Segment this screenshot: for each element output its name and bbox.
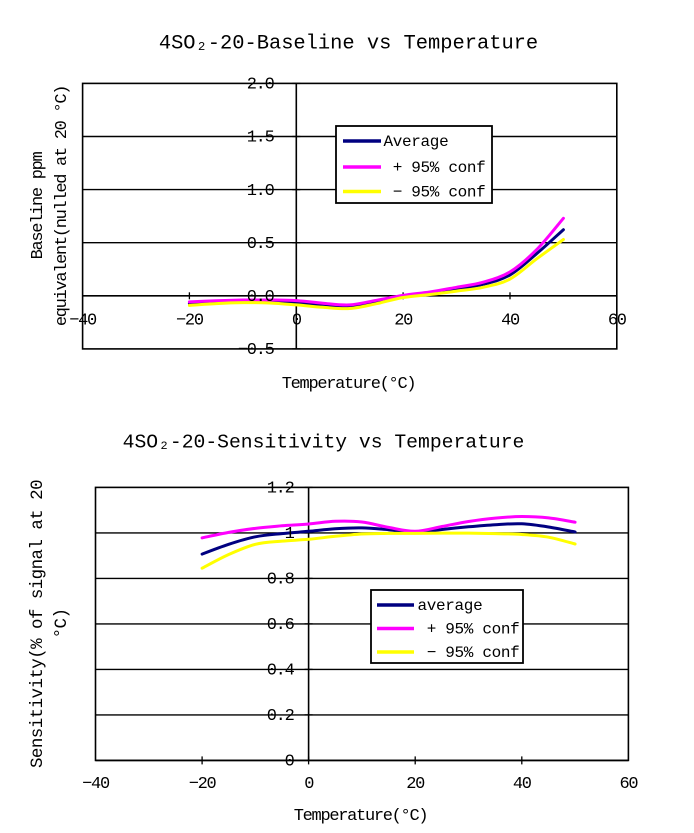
svg-text:−40: −40: [69, 312, 97, 331]
svg-text:Temperature(°C): Temperature(°C): [294, 807, 428, 826]
svg-text:0.4: 0.4: [267, 662, 295, 681]
svg-text:60: 60: [619, 775, 638, 794]
svg-text:+ 95% conf: + 95% conf: [418, 621, 520, 639]
svg-text:Temperature(°C): Temperature(°C): [282, 375, 416, 394]
svg-text:0: 0: [285, 753, 295, 772]
svg-text:2.0: 2.0: [247, 76, 275, 95]
svg-text:+ 95% conf: + 95% conf: [384, 159, 486, 177]
svg-text:1.2: 1.2: [267, 480, 294, 499]
svg-text:0.6: 0.6: [267, 616, 295, 635]
svg-text:0.8: 0.8: [267, 571, 295, 590]
svg-text:− 95% conf: − 95% conf: [418, 644, 520, 662]
svg-text:− 95% conf: − 95% conf: [384, 184, 486, 202]
svg-text:1.5: 1.5: [247, 129, 275, 148]
svg-text:−0.5: −0.5: [238, 341, 275, 360]
svg-text:0: 0: [292, 312, 302, 331]
svg-text:0.2: 0.2: [267, 707, 294, 726]
svg-text:1: 1: [285, 525, 295, 544]
svg-text:4SO₂-20-Baseline vs Temperatur: 4SO₂-20-Baseline vs Temperature: [159, 33, 538, 56]
svg-text:20: 20: [394, 312, 413, 331]
svg-text:°C): °C): [52, 609, 72, 639]
svg-text:−20: −20: [176, 312, 204, 331]
svg-text:0: 0: [304, 775, 314, 794]
svg-text:0.5: 0.5: [247, 235, 275, 254]
svg-text:40: 40: [513, 775, 532, 794]
svg-text:40: 40: [501, 312, 520, 331]
svg-text:Baseline ppm: Baseline ppm: [29, 151, 48, 259]
svg-text:average: average: [418, 597, 483, 615]
svg-text:−40: −40: [82, 775, 110, 794]
svg-text:0.0: 0.0: [247, 288, 275, 307]
svg-text:4SO₂-20-Sensitivity vs Tempera: 4SO₂-20-Sensitivity vs Temperature: [123, 432, 525, 454]
svg-text:Sensitivity(% of signal at 20: Sensitivity(% of signal at 20: [28, 480, 48, 768]
svg-text:equivalent(nulled at 20 °C): equivalent(nulled at 20 °C): [53, 86, 72, 326]
svg-text:−20: −20: [189, 775, 217, 794]
svg-text:1.0: 1.0: [247, 182, 275, 201]
svg-text:20: 20: [406, 775, 425, 794]
svg-text:60: 60: [608, 312, 627, 331]
svg-text:Average: Average: [384, 133, 449, 151]
